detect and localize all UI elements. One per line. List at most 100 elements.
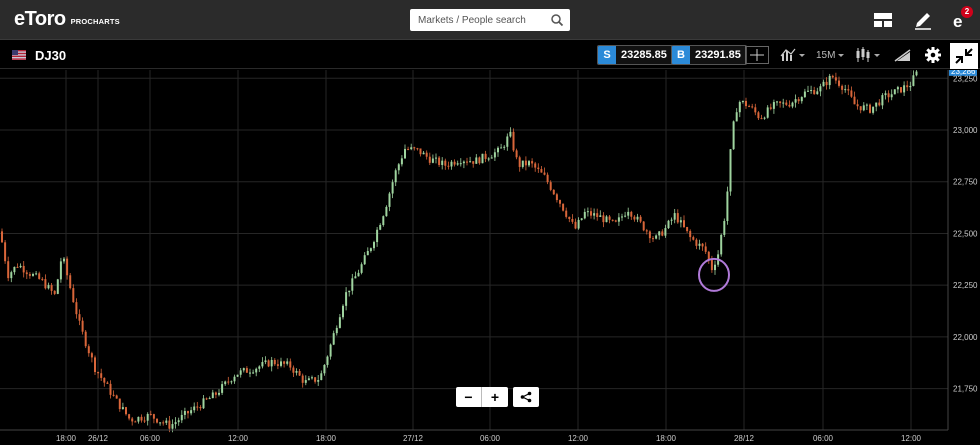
candle-body [490, 157, 493, 159]
candle-body [834, 77, 837, 81]
candle-body [803, 91, 806, 98]
pencil-icon[interactable] [912, 9, 934, 31]
candle-body [667, 220, 670, 229]
candlestick-type-icon[interactable] [854, 46, 882, 64]
search-box[interactable] [410, 9, 570, 31]
candle-body [565, 210, 568, 217]
candle-body [698, 243, 701, 246]
candle-body [636, 216, 639, 220]
chevron-down-icon[interactable] [836, 46, 846, 64]
fullscreen-button[interactable] [950, 43, 978, 69]
candle-body [72, 288, 75, 303]
zoom-out-button[interactable]: − [456, 387, 482, 407]
candle-body [342, 305, 344, 318]
candle-body [720, 234, 723, 255]
candle-body [906, 85, 909, 88]
candle-body [617, 217, 620, 222]
collapse-arrows-icon [955, 48, 973, 64]
candle-body [810, 90, 813, 92]
candle-body [707, 251, 710, 260]
candle-body [534, 163, 537, 168]
candle-body [776, 101, 778, 103]
notification-badge[interactable]: 2 [961, 6, 973, 18]
candle-body [87, 346, 90, 354]
candle-body [741, 100, 744, 103]
candle-body [689, 231, 692, 238]
candle-body [81, 320, 84, 332]
candle-body [599, 215, 602, 217]
candle-body [605, 216, 608, 223]
candle-body [121, 407, 124, 410]
candle-body [881, 95, 884, 106]
candle-body [785, 102, 788, 105]
candle-body [745, 100, 747, 107]
layout-icon[interactable] [872, 9, 894, 31]
candle-body [56, 279, 59, 294]
candle-body [853, 96, 856, 105]
zoom-in-button[interactable]: + [482, 387, 508, 407]
candle-body [44, 279, 47, 289]
candle-body [332, 333, 335, 345]
etoro-e-icon[interactable]: e [950, 9, 972, 31]
candle-body [586, 211, 589, 213]
candle-body [94, 357, 96, 373]
candle-body [645, 230, 648, 232]
candle-body [552, 189, 555, 195]
candle-body [394, 170, 397, 183]
price-tick-label: 22,750 [953, 178, 978, 187]
candle-body [869, 104, 871, 113]
candle-body [221, 384, 224, 393]
candle-body [168, 420, 171, 429]
candle-body [156, 418, 158, 423]
candle-body [295, 371, 298, 373]
candle-body [540, 169, 543, 173]
search-icon[interactable] [550, 13, 564, 27]
timeframe-selector[interactable]: 15M [816, 50, 836, 61]
candle-body [453, 161, 456, 165]
crosshair-icon[interactable] [745, 46, 769, 64]
candle-body [686, 227, 689, 232]
candle-body [723, 221, 726, 235]
zoom-controls: − + [456, 387, 539, 407]
search-input[interactable] [410, 9, 550, 31]
candle-body [732, 121, 735, 150]
candle-body [909, 85, 912, 88]
price-chart[interactable]: 21,750 22,000 22,250 22,500 22,750 23,000 23,2… [0, 70, 980, 445]
candle-body [763, 117, 766, 119]
sell-button[interactable]: S 23285.85 [597, 45, 673, 65]
candle-body [292, 367, 295, 373]
candle-body [267, 360, 270, 367]
candle-body [441, 160, 444, 165]
candle-body [652, 238, 654, 240]
candle-body [825, 81, 828, 86]
candle-body [143, 420, 146, 422]
candle-body [428, 156, 431, 163]
candle-body [391, 182, 394, 194]
candle-body [658, 231, 661, 236]
candles [1, 70, 918, 433]
etoro-logo[interactable]: eToro PROCHARTS [14, 9, 120, 29]
candle-body [642, 221, 645, 231]
candle-body [497, 147, 499, 153]
candle-body [177, 420, 180, 423]
drawing-tools-icon[interactable] [892, 46, 914, 64]
candle-body [757, 112, 760, 119]
buy-price: 23291.85 [690, 46, 746, 64]
annotation-circle[interactable] [698, 257, 730, 292]
sell-price: 23285.85 [616, 46, 672, 64]
candle-body [59, 261, 62, 280]
candle-body [884, 93, 887, 96]
buy-button[interactable]: B 23291.85 [671, 45, 747, 65]
candle-body [307, 378, 310, 381]
candle-body [171, 424, 174, 429]
candle-body [410, 147, 413, 150]
gear-icon[interactable] [923, 46, 943, 64]
indicators-icon[interactable] [779, 46, 807, 64]
candle-body [676, 213, 679, 223]
candle-body [348, 290, 351, 293]
share-button[interactable] [513, 387, 539, 407]
candle-body [404, 148, 406, 159]
candle-body [360, 264, 363, 273]
candle-body [779, 101, 782, 104]
candle-body [528, 161, 530, 166]
